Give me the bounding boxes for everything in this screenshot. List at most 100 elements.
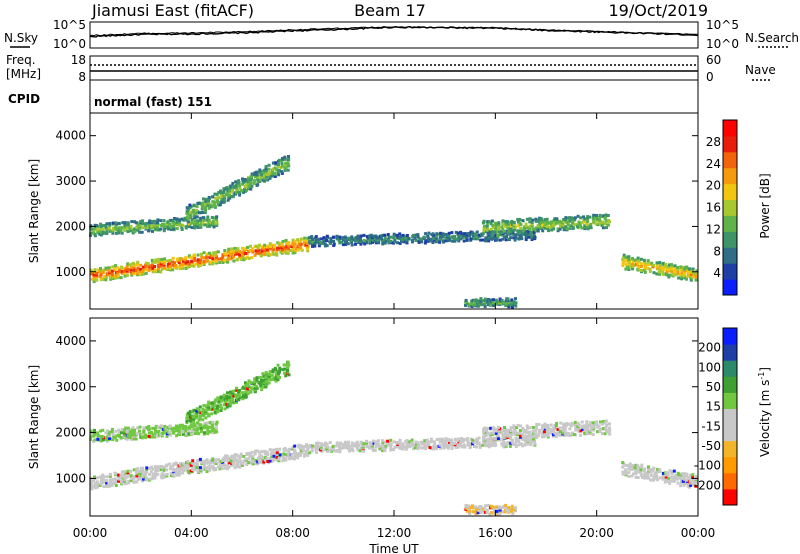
echo-cell (568, 219, 572, 223)
echo-cell (228, 399, 232, 403)
echo-cell (256, 449, 260, 453)
echo-cell (514, 297, 517, 301)
echo-cell (105, 438, 109, 442)
echo-cell (239, 251, 243, 254)
echo-cell (96, 485, 99, 489)
echo-cell (141, 472, 145, 476)
echo-cell (417, 240, 421, 244)
echo-cell (595, 214, 599, 217)
echo-cell (243, 178, 247, 182)
echo-cell (108, 276, 112, 280)
freq-unit-label: [MHz] (6, 67, 41, 81)
echo-cell (431, 232, 435, 236)
echo-cell (676, 266, 680, 269)
echo-cell (577, 223, 581, 227)
echo-cell (485, 299, 489, 303)
echo-cell (518, 218, 522, 221)
echo-cell (105, 222, 109, 226)
echo-cell (355, 239, 359, 243)
echo-cell (439, 231, 443, 235)
echo-cell (136, 467, 139, 471)
echo-cell (263, 174, 267, 178)
echo-cell (506, 509, 510, 513)
echo-cell (298, 239, 302, 243)
echo-cell (168, 264, 172, 268)
echo-cell (266, 453, 269, 457)
echo-cell (438, 437, 442, 441)
echo-cell (484, 443, 488, 447)
echo-cell (524, 429, 528, 433)
echo-cell (119, 228, 123, 232)
echo-cell (341, 236, 345, 240)
echo-cell (586, 426, 589, 429)
echo-cell (351, 444, 355, 448)
echo-cell (293, 448, 297, 452)
echo-cell (496, 226, 500, 230)
echo-cell (338, 241, 342, 245)
echo-cell (265, 457, 269, 460)
echo-cell (139, 433, 142, 437)
echo-cell (231, 188, 234, 192)
echo-cell (545, 225, 549, 229)
echo-cell (250, 386, 253, 390)
echo-cell (107, 482, 111, 486)
echo-cell (483, 300, 487, 304)
echo-cell (127, 480, 131, 483)
echo-cell (346, 442, 350, 446)
echo-cell (234, 395, 238, 398)
echo-cell (467, 304, 471, 308)
echo-cell (320, 237, 324, 241)
echo-cell (448, 440, 452, 444)
echo-cell (186, 209, 190, 213)
echo-cell (132, 480, 136, 484)
echo-cell (487, 298, 490, 301)
echo-cell (291, 249, 295, 253)
echo-cell (159, 227, 163, 231)
echo-cell (117, 428, 121, 432)
echo-cell (187, 222, 191, 226)
echo-cell (206, 412, 210, 416)
echo-cell (105, 475, 109, 479)
echo-cell (192, 253, 196, 257)
echo-cell (341, 446, 345, 450)
echo-cell (516, 218, 520, 222)
echo-cell (287, 240, 291, 244)
echo-cell (89, 227, 93, 231)
echo-cell (153, 219, 157, 223)
echo-cell (521, 426, 525, 430)
echo-cell (264, 170, 268, 174)
echo-cell (148, 219, 152, 223)
echo-cell (271, 161, 275, 165)
echo-cell (262, 169, 266, 172)
echo-cell (654, 472, 658, 476)
echo-cell (498, 238, 502, 242)
echo-cell (496, 437, 500, 440)
echo-cell (199, 216, 203, 220)
echo-cell (213, 404, 217, 408)
echo-cell (525, 424, 529, 428)
echo-cell (384, 444, 388, 448)
echo-cell (568, 427, 572, 431)
echo-cell (90, 478, 94, 482)
echo-cell (518, 429, 522, 432)
echo-cell (359, 242, 363, 246)
echo-cell (120, 436, 124, 439)
echo-cell (278, 370, 281, 374)
echo-cell (198, 414, 202, 418)
echo-cell (271, 252, 275, 256)
echo-cell (586, 215, 590, 219)
echo-cell (208, 468, 212, 472)
echo-cell (153, 465, 157, 469)
echo-cell (293, 455, 297, 459)
echo-cell (530, 434, 534, 438)
echo-cell (529, 438, 533, 442)
echo-cell (222, 187, 226, 191)
echo-cell (219, 395, 223, 399)
echo-cell (639, 470, 643, 474)
echo-cell (283, 163, 287, 167)
echo-cell (658, 470, 662, 473)
echo-cell (186, 224, 190, 228)
echo-cell (387, 240, 391, 244)
echo-cell (287, 447, 291, 451)
echo-cell (538, 216, 542, 220)
